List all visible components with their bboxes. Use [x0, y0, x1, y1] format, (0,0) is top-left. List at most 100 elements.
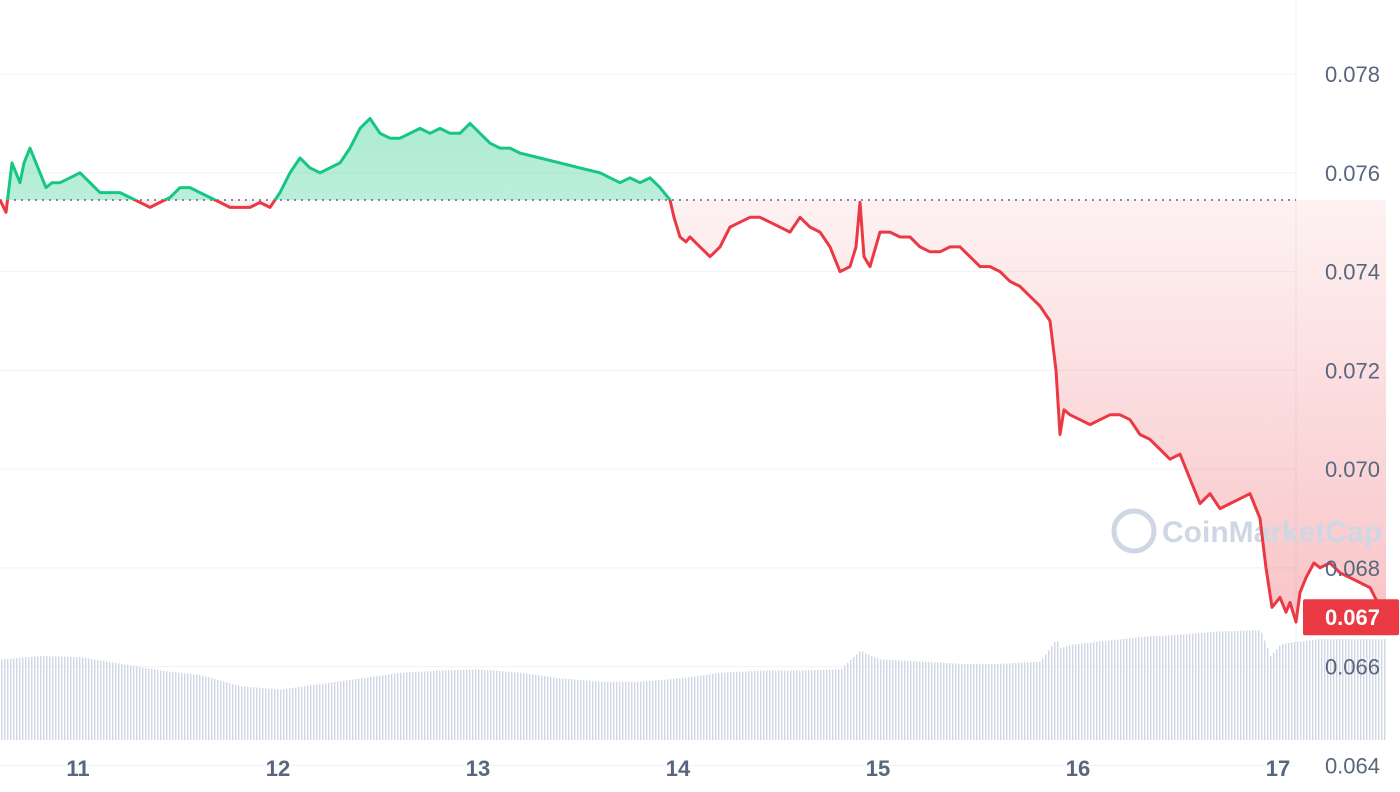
volume-bar [43, 656, 45, 740]
volume-bar [814, 670, 816, 740]
volume-bar [502, 671, 504, 740]
volume-bar [427, 671, 429, 740]
volume-bar [955, 663, 957, 740]
volume-bar [577, 679, 579, 740]
volume-bar [1195, 633, 1197, 740]
volume-bar [1249, 630, 1251, 740]
volume-bar [934, 662, 936, 740]
volume-bar [295, 687, 297, 740]
volume-bar [649, 681, 651, 740]
volume-bar [52, 656, 54, 740]
volume-bar [1282, 644, 1284, 740]
volume-bar [817, 670, 819, 740]
volume-bar [1201, 632, 1203, 740]
volume-bar [673, 678, 675, 740]
volume-bar [376, 676, 378, 740]
volume-bar [1210, 632, 1212, 740]
volume-bar [310, 685, 312, 740]
y-tick-label: 0.066 [1325, 655, 1380, 680]
volume-bar [1321, 639, 1323, 740]
volume-bar [994, 663, 996, 740]
volume-bar [1255, 630, 1257, 740]
volume-bar [688, 677, 690, 740]
volume-bar [802, 670, 804, 740]
volume-bar [241, 686, 243, 740]
volume-bar [205, 676, 207, 740]
volume-bar [532, 674, 534, 740]
volume-bar [580, 680, 582, 740]
volume-bar [1348, 639, 1350, 740]
volume-bar [169, 671, 171, 740]
volume-bar [1003, 663, 1005, 740]
volume-bar [1327, 639, 1329, 740]
volume-bar [142, 667, 144, 740]
volume-bar [235, 684, 237, 740]
volume-bar [889, 659, 891, 740]
volume-bar [190, 673, 192, 740]
volume-bar [1153, 636, 1155, 740]
volume-bar [838, 669, 840, 740]
volume-bar [319, 684, 321, 740]
volume-bar [1339, 639, 1341, 740]
volume-bar [538, 675, 540, 740]
volume-bar [790, 670, 792, 740]
volume-bar [328, 682, 330, 740]
watermark: CoinMarketCap [1111, 508, 1382, 554]
volume-bar [964, 663, 966, 740]
volume-bar [109, 661, 111, 740]
volume-bar [958, 663, 960, 740]
volume-bar [823, 669, 825, 740]
volume-bar [82, 657, 84, 740]
volume-bar [667, 679, 669, 740]
volume-bar [148, 668, 150, 740]
volume-bar [331, 682, 333, 740]
volume-bar [898, 660, 900, 740]
volume-bar [1219, 631, 1221, 740]
volume-bar [1300, 641, 1302, 740]
volume-bar [514, 672, 516, 740]
volume-bar [541, 675, 543, 740]
volume-bar [1345, 639, 1347, 740]
volume-bar [628, 681, 630, 740]
volume-bar [472, 669, 474, 740]
volume-bar [979, 663, 981, 740]
volume-bar [766, 670, 768, 740]
volume-bar [478, 669, 480, 740]
volume-bar [139, 667, 141, 740]
volume-bar [1189, 633, 1191, 740]
volume-bar [1252, 630, 1254, 740]
volume-bar [55, 656, 57, 740]
price-line-up [0, 117, 672, 200]
volume-bar [304, 686, 306, 740]
volume-bar [949, 663, 951, 740]
volume-bar [1099, 641, 1101, 740]
volume-bar [1186, 634, 1188, 740]
x-tick-label: 17 [1266, 756, 1290, 781]
volume-bar [520, 672, 522, 740]
volume-bar [34, 656, 36, 740]
volume-bar [754, 670, 756, 740]
volume-bar [94, 659, 96, 740]
volume-bar [25, 657, 27, 740]
volume-bar [256, 687, 258, 740]
volume-bar [973, 663, 975, 740]
volume-bar [907, 660, 909, 740]
volume-bar [895, 660, 897, 740]
volume-bar [1078, 643, 1080, 740]
volume-bar [1336, 639, 1338, 740]
volume-bar [862, 651, 864, 740]
volume-bar [409, 672, 411, 740]
volume-bar [373, 676, 375, 740]
volume-bar [1324, 639, 1326, 740]
volume-bar [130, 665, 132, 740]
volume-bar [421, 671, 423, 740]
volume-bar [100, 660, 102, 740]
volume-bar [400, 672, 402, 740]
volume-bar [1033, 661, 1035, 740]
volume-bar [1294, 642, 1296, 740]
volume-bar [835, 669, 837, 740]
volume-bar [166, 671, 168, 740]
x-tick-label: 16 [1066, 756, 1090, 781]
volume-bar [370, 677, 372, 740]
volume-bar [697, 676, 699, 740]
